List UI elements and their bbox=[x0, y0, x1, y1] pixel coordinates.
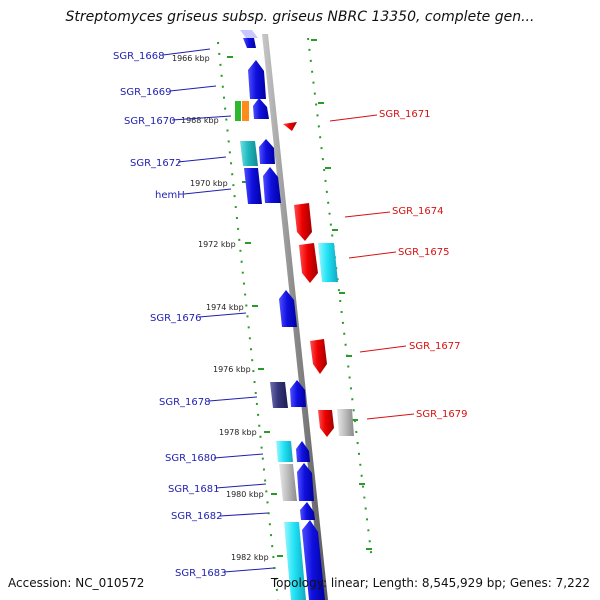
gene-label-sgr-1681: SGR_1681 bbox=[168, 484, 220, 495]
gene-label-sgr-1683: SGR_1683 bbox=[175, 568, 227, 579]
gene-arrow[interactable] bbox=[310, 339, 327, 374]
gene-arrow[interactable] bbox=[318, 243, 338, 282]
kbp-label: 1970 kbp bbox=[190, 179, 228, 188]
kbp-label: 1976 kbp bbox=[213, 365, 251, 374]
gene-arrow[interactable] bbox=[283, 122, 297, 131]
gene-arrow[interactable] bbox=[276, 441, 293, 462]
gene-label-sgr-1672: SGR_1672 bbox=[130, 158, 182, 169]
gene-arrow[interactable] bbox=[240, 141, 258, 166]
gene-label-sgr-1671: SGR_1671 bbox=[379, 109, 431, 120]
kbp-label: 1974 kbp bbox=[206, 303, 244, 312]
gene-arrow[interactable] bbox=[290, 380, 306, 407]
left-gene-labels[interactable]: SGR_1668 SGR_1669 SGR_1670 SGR_1672 hemH… bbox=[113, 51, 227, 579]
topology-text: Topology: linear; Length: 8,545,929 bp; … bbox=[270, 576, 590, 590]
gene-label-sgr-1674: SGR_1674 bbox=[392, 206, 444, 217]
gene-arrow[interactable] bbox=[235, 101, 241, 121]
gene-arrow[interactable] bbox=[337, 409, 354, 436]
kbp-label: 1972 kbp bbox=[198, 240, 236, 249]
kbp-ticks bbox=[227, 39, 372, 557]
kbp-labels: 1966 kbp 1968 kbp 1970 kbp 1972 kbp 1974… bbox=[172, 54, 269, 562]
gene-arrow[interactable] bbox=[284, 522, 306, 600]
gene-label-sgr-1668: SGR_1668 bbox=[113, 51, 165, 62]
gene-arrow[interactable] bbox=[302, 520, 325, 600]
genome-title: Streptomyces griseus subsp. griseus NBRC… bbox=[65, 9, 535, 25]
right-gene-labels[interactable]: SGR_1671 SGR_1674 SGR_1675 SGR_1677 SGR_… bbox=[379, 109, 468, 420]
leader-lines bbox=[162, 48, 415, 573]
kbp-label: 1968 kbp bbox=[181, 116, 219, 125]
gene-arrow[interactable] bbox=[242, 101, 249, 121]
gene-arrow[interactable] bbox=[270, 382, 288, 408]
gene-arrow[interactable] bbox=[297, 463, 314, 501]
gene-arrow[interactable] bbox=[318, 410, 334, 437]
gene-arrow[interactable] bbox=[300, 502, 315, 520]
gene-arrow[interactable] bbox=[248, 60, 266, 99]
kbp-label: 1982 kbp bbox=[231, 553, 269, 562]
gene-arrow[interactable] bbox=[240, 30, 258, 38]
gene-arrow[interactable] bbox=[253, 98, 269, 119]
accession-text: Accession: NC_010572 bbox=[8, 576, 145, 590]
gene-label-sgr-1669: SGR_1669 bbox=[120, 87, 172, 98]
gene-label-sgr-1680: SGR_1680 bbox=[165, 453, 217, 464]
gene-arrow[interactable] bbox=[263, 167, 281, 203]
gene-label-sgr-1682: SGR_1682 bbox=[171, 511, 223, 522]
right-tick-track bbox=[307, 37, 373, 561]
gene-label-sgr-1677: SGR_1677 bbox=[409, 341, 461, 352]
gene-label-sgr-1676: SGR_1676 bbox=[150, 313, 202, 324]
gene-label-sgr-1678: SGR_1678 bbox=[159, 397, 211, 408]
gene-arrow[interactable] bbox=[279, 290, 297, 327]
gene-arrow[interactable] bbox=[259, 139, 275, 164]
gene-arrow[interactable] bbox=[243, 38, 256, 48]
gene-arrow[interactable] bbox=[279, 464, 297, 501]
gene-arrow[interactable] bbox=[294, 203, 312, 241]
left-tick-track bbox=[217, 41, 279, 600]
reverse-genes[interactable] bbox=[283, 122, 354, 437]
forward-genes[interactable] bbox=[235, 30, 325, 600]
gene-label-sgr-1675: SGR_1675 bbox=[398, 247, 450, 258]
kbp-label: 1980 kbp bbox=[226, 490, 264, 499]
gene-label-hemh: hemH bbox=[155, 190, 185, 201]
gene-label-sgr-1670: SGR_1670 bbox=[124, 116, 176, 127]
kbp-label: 1966 kbp bbox=[172, 54, 210, 63]
gene-arrow[interactable] bbox=[296, 441, 310, 462]
gene-label-sgr-1679: SGR_1679 bbox=[416, 409, 468, 420]
gene-arrow[interactable] bbox=[299, 243, 318, 283]
gene-arrow[interactable] bbox=[244, 168, 262, 204]
kbp-label: 1978 kbp bbox=[219, 428, 257, 437]
